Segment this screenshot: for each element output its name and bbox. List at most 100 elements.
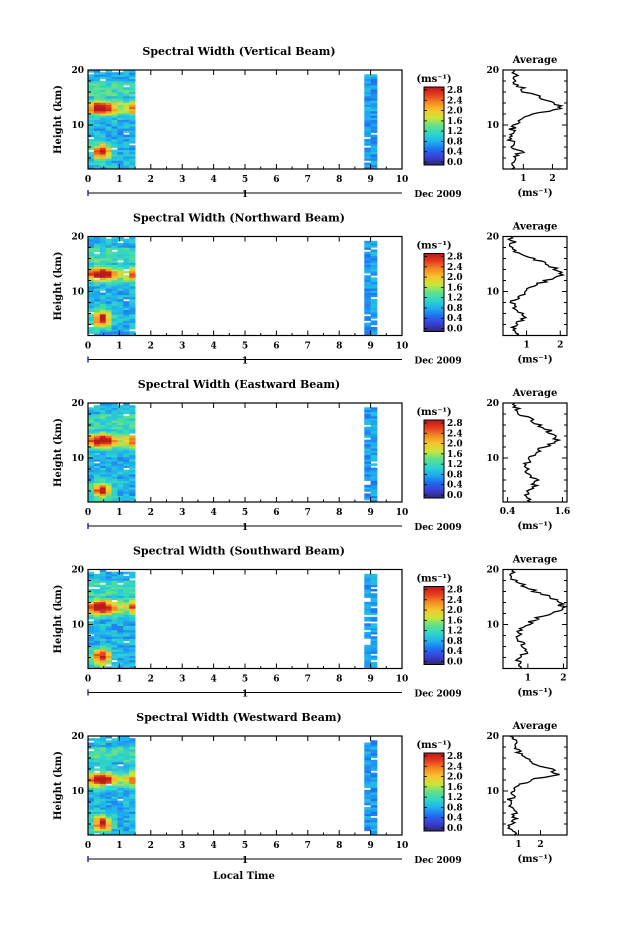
heatmap-cell — [105, 666, 112, 669]
heatmap-cell — [123, 431, 130, 434]
heatmap-cell — [370, 316, 378, 319]
heatmap-cell — [123, 255, 130, 259]
heatmap-cell — [364, 292, 371, 296]
heatmap-cell — [370, 158, 378, 161]
heatmap-cell — [123, 164, 130, 168]
heatmap-cell — [111, 283, 118, 287]
heatmap-cell — [105, 104, 112, 107]
heatmap-cell — [364, 807, 371, 810]
heatmap-cell — [364, 149, 371, 153]
heatmap-cell — [111, 792, 118, 795]
heatmap-cell — [93, 279, 101, 283]
heatmap-cell — [88, 450, 95, 453]
heatmap-cell — [117, 482, 124, 486]
heatmap-cell — [99, 824, 107, 827]
heatmap-cell — [364, 463, 371, 466]
heatmap-cell — [370, 608, 378, 611]
heatmap-cell — [88, 255, 95, 259]
heatmap-cell — [117, 576, 124, 579]
heatmap-cell — [364, 612, 371, 616]
heatmap-cell — [364, 151, 371, 155]
heatmap-cell — [117, 484, 124, 488]
heatmap-cell — [88, 277, 95, 280]
x-tick-label: 1 — [116, 175, 122, 185]
heatmap-cell — [364, 748, 371, 752]
heatmap-cell — [117, 644, 124, 648]
heatmap-cell — [117, 281, 124, 285]
heatmap-cell — [129, 279, 136, 283]
average-y-tick-label: 10 — [486, 454, 499, 464]
heatmap-cell — [117, 828, 124, 832]
heatmap-cell — [105, 774, 112, 778]
heatmap-cell — [129, 465, 136, 468]
heatmap-cell — [105, 128, 112, 131]
heatmap-cell — [117, 439, 124, 443]
heatmap-cell — [364, 495, 371, 499]
heatmap-cell — [123, 95, 130, 99]
heatmap-cell — [105, 89, 112, 92]
x-tick-label: 5 — [242, 175, 248, 185]
heatmap-cell — [111, 428, 118, 432]
heatmap-cell — [364, 132, 371, 135]
heatmap-cell — [111, 309, 118, 313]
heatmap-cell — [93, 482, 101, 486]
heatmap-cell — [123, 482, 130, 486]
heatmap-cell — [111, 281, 118, 285]
heatmap-cell — [123, 405, 130, 408]
heatmap-cell — [105, 761, 112, 765]
x-tick-label: 2 — [148, 508, 154, 518]
heatmap-cell — [123, 251, 130, 255]
heatmap-cell — [88, 134, 95, 138]
heatmap-cell — [117, 258, 124, 261]
heatmap-cell — [117, 746, 124, 750]
heatmap-cell — [88, 828, 95, 832]
heatmap-cell — [93, 136, 101, 140]
heatmap-cell — [117, 98, 124, 101]
heatmap-cell — [99, 309, 107, 313]
heatmap-cell — [105, 601, 112, 605]
heatmap-cell — [93, 115, 101, 118]
heatmap-cell — [370, 755, 378, 758]
heatmap-cell — [123, 110, 130, 114]
heatmap-cell — [129, 740, 136, 743]
heatmap-cell — [105, 314, 112, 317]
heatmap-cell — [93, 822, 101, 825]
heatmap-cell — [129, 761, 136, 765]
heatmap-cell — [105, 78, 112, 82]
heatmap-cell — [370, 478, 378, 481]
heatmap-cell — [364, 627, 371, 631]
heatmap-cell — [99, 662, 107, 665]
heatmap-cell — [99, 418, 107, 421]
heatmap-cell — [93, 288, 101, 291]
heatmap-cell — [370, 576, 378, 579]
heatmap-cell — [129, 802, 136, 806]
heatmap-cell — [88, 830, 95, 834]
heatmap-cell — [129, 258, 136, 261]
heatmap-cell — [117, 151, 124, 155]
heatmap-cell — [93, 792, 101, 795]
average-unit: (ms⁻¹) — [517, 188, 552, 199]
heatmap-cell — [117, 76, 124, 80]
heatmap-cell — [88, 106, 95, 110]
heatmap-cell — [123, 247, 130, 250]
heatmap-cell — [105, 100, 112, 103]
heatmap-cell — [370, 166, 378, 170]
heatmap-cell — [364, 811, 371, 814]
colorbar — [423, 86, 445, 166]
heatmap-cell — [99, 255, 107, 259]
heatmap-cell — [123, 283, 130, 287]
heatmap-cell — [105, 301, 112, 304]
heatmap-cell — [129, 407, 136, 410]
heatmap-cell — [123, 322, 130, 326]
heatmap-cell — [117, 126, 124, 129]
heatmap-cell — [105, 106, 112, 110]
heatmap-cell — [117, 130, 124, 133]
heatmap-cell — [364, 452, 371, 456]
heatmap-cell — [370, 655, 378, 659]
heatmap-cell — [370, 448, 378, 451]
heatmap-cell — [129, 772, 136, 776]
heatmap-cell — [99, 644, 107, 648]
heatmap-cell — [129, 247, 136, 250]
heatmap-cell — [93, 72, 101, 75]
heatmap-cell — [99, 603, 107, 607]
